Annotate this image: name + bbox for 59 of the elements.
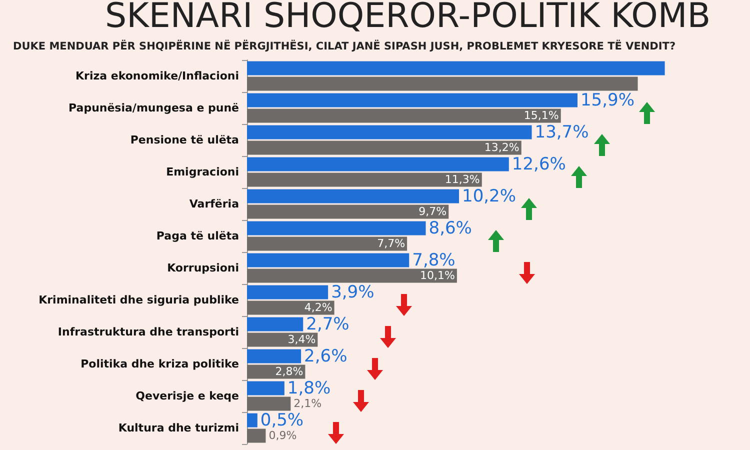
data-label: 3,4% [288,333,316,346]
y-tick-label: Infrastruktura dhe transporti [58,326,239,338]
bar [247,285,328,300]
y-tick-label: Pensione të ulëta [130,134,239,146]
chart-subtitle: DUKE MENDUAR PËR SHQIPËRINE NË PËRGJITHËSI, CILAT JANË SIPASH JUSH, PROBLEMET KRYESORE TË VENDIT? [13,40,676,52]
data-label: 2,1% [294,397,322,410]
bar [247,172,482,187]
data-label: 8,6% [428,218,472,238]
data-label: 10,1% [420,269,455,282]
data-label: 15,1% [524,109,559,122]
data-label: 7,8% [412,250,456,270]
chart-title: SKENARI SHOQËROR-POLITIK KOMB [105,0,711,36]
y-tick-label: Kriminaliteti dhe siguria publike [38,294,239,306]
y-tick-label: Kriza ekonomike/Inflacioni [76,70,239,82]
bar [247,317,304,332]
bar [247,204,449,219]
bar [247,428,266,443]
y-tick-label: Paga të ulëta [156,230,239,242]
data-label: 10,2% [462,186,516,206]
bar [247,236,408,251]
data-label: 9,7% [418,205,447,218]
bar [247,189,460,204]
bar [247,108,561,123]
bar [247,253,410,268]
data-label: 2,6% [304,346,348,366]
bar [247,76,638,91]
bar [247,157,509,172]
bar [247,349,302,364]
data-label: 11,3% [444,173,480,186]
bar [247,61,665,76]
y-tick-label: Varfëria [189,198,239,210]
y-tick-label: Korrupsioni [167,262,239,274]
data-label: 7,7% [377,237,406,250]
data-label: 0,9% [268,429,297,442]
bar [247,125,532,140]
bar [247,93,578,108]
bar [247,381,284,396]
y-tick-label: Emigracioni [166,166,239,178]
y-tick-label: Papunësia/mungesa e punë [68,102,239,114]
data-label: 2,8% [275,365,304,378]
bar [247,268,457,283]
data-label: 13,2% [484,141,520,154]
data-label: 4,2% [304,301,332,314]
data-label: 2,7% [306,314,350,334]
data-label: 12,6% [512,154,566,174]
data-label: 13,7% [534,122,589,142]
y-tick-label: Qeverisje e keqe [136,390,239,402]
bar [247,221,426,236]
bar [247,300,334,315]
data-label: 3,9% [331,282,374,302]
y-tick-label: Politika dhe kriza politike [80,358,239,370]
data-label: 1,8% [287,378,331,398]
data-label: 0,5% [260,410,304,430]
bar [247,140,522,155]
bar [247,332,318,347]
y-tick-label: Kultura dhe turizmi [118,422,239,434]
bar [247,413,258,428]
bar [247,396,291,411]
data-label: 15,9% [580,90,635,110]
